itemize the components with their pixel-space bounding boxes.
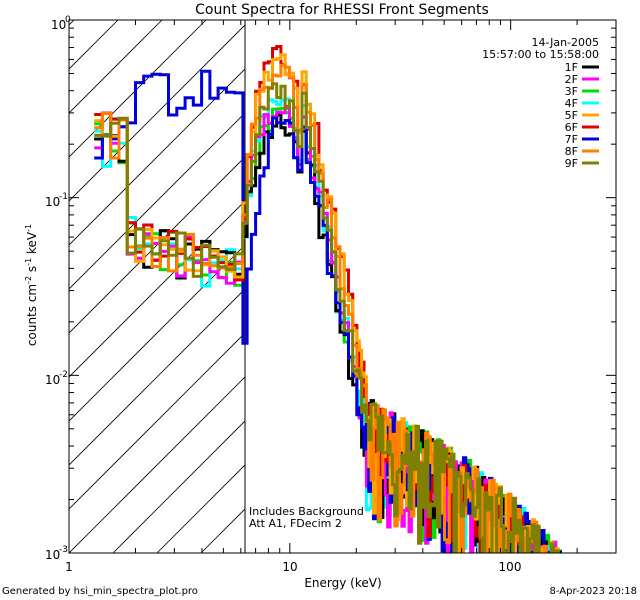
time-range-label: 15:57:00 to 15:58:00 [482,48,599,61]
hatch-line [69,20,207,158]
legend-label-5F: 5F [565,109,578,122]
legend-label-1F: 1F [565,61,578,74]
y-tick-exp: 0 [65,15,71,25]
y-tick-base: 10 [45,373,60,387]
svg-text:10: 10 [51,18,66,32]
hatch-line [69,68,245,246]
x-tick-label-10: 10 [282,560,297,574]
legend-label-6F: 6F [565,121,578,134]
y-tick-label-3: 10 -3 [45,545,68,562]
hatch-line [465,20,640,553]
hatch-line [69,112,245,290]
footer-generator: Generated by hsi_min_spectra_plot.pro [2,586,198,597]
y-tick-exp: -3 [59,545,68,555]
annotation-background: Includes Background [249,505,364,518]
x-tick-label-100: 100 [499,560,522,574]
legend-label-9F: 9F [565,157,578,170]
hatch-line [69,156,245,334]
y-axis-label: counts cm-2 s-1 keV-1 [24,224,39,346]
annotation-attenuator: Att A1, FDecim 2 [249,517,342,530]
x-tick-label-1: 1 [65,560,73,574]
plot-frame [68,19,617,554]
footer-timestamp: 8-Apr-2023 20:18 [550,586,637,597]
legend-label-8F: 8F [565,145,578,158]
legend-label-2F: 2F [565,73,578,86]
attenuated-region-hatch [69,20,640,553]
y-tick-base: 10 [45,548,60,562]
y-tick-base: 10 [45,195,60,209]
hatch-line [69,332,245,510]
chart-title: Count Spectra for RHESSI Front Segments [195,2,489,18]
hatch-line [69,288,245,466]
hatch-line [69,20,119,70]
legend-label-7F: 7F [565,133,578,146]
y-tick-base: 10 [51,18,66,32]
y-tick-label-1: 10 -1 [45,192,68,209]
series-layer [94,45,562,553]
hatch-line [69,24,245,202]
hatch-line [69,200,245,378]
axis-ticks [68,20,617,554]
y-tick-exp: -2 [59,370,68,380]
y-tick-label-2: 10 -2 [45,370,68,387]
y-tick-label-0: 10 0 [51,15,71,32]
series-9F [94,82,560,553]
hatch-line [112,420,245,553]
hatch-line [597,20,640,553]
legend-label-3F: 3F [565,85,578,98]
x-axis-label: Energy (keV) [304,576,381,590]
date-label: 14-Jan-2005 [532,36,600,49]
legend-label-4F: 4F [565,97,578,110]
y-tick-exp: -1 [59,192,68,202]
hatch-line [69,20,163,114]
hatch-line [69,376,245,553]
